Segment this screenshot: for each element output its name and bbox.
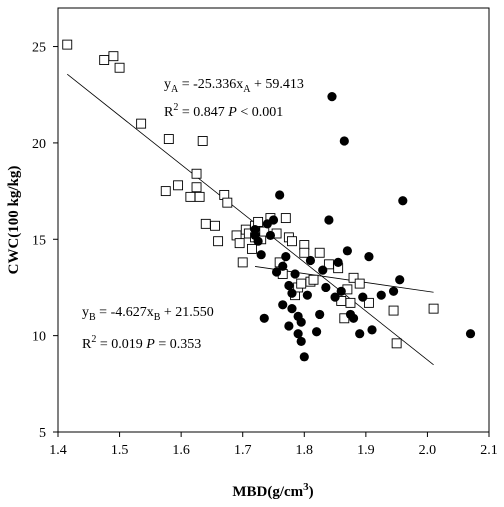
point-circle	[324, 215, 334, 225]
point-circle	[299, 352, 309, 362]
point-circle	[367, 325, 377, 335]
point-square	[197, 136, 208, 146]
point-square	[287, 236, 297, 247]
x-tick-label: 1.7	[234, 443, 252, 458]
y-tick-label: 20	[32, 137, 46, 152]
point-circle	[290, 269, 300, 279]
point-square	[200, 218, 211, 229]
point-square	[388, 305, 399, 316]
point-circle	[287, 304, 297, 314]
axis-ticks: 1.4 1.5 1.6 1.7 1.8 1.9 2.0 2.1 5 10 15 20 25	[32, 41, 498, 458]
point-square	[391, 338, 402, 349]
r-squared-a: R2 = 0.847 P < 0.001	[164, 102, 283, 120]
equation-b: yB = -4.627xB + 21.550	[82, 305, 214, 323]
point-circle	[318, 265, 328, 275]
point-circle	[312, 327, 322, 337]
point-circle	[281, 252, 291, 262]
point-square	[173, 180, 184, 191]
point-square	[62, 39, 73, 50]
point-circle	[315, 309, 325, 320]
x-axis-title: MBD(g/cm3)	[232, 481, 313, 500]
point-square	[185, 191, 196, 202]
point-circle	[293, 329, 303, 339]
point-square	[160, 186, 171, 197]
point-circle	[278, 300, 288, 310]
point-circle	[339, 136, 349, 146]
point-circle	[348, 313, 359, 323]
fit-line-a	[66, 73, 434, 366]
point-circle	[465, 329, 476, 339]
point-circle	[253, 236, 263, 246]
point-circle	[321, 282, 331, 293]
point-circle	[271, 267, 282, 277]
point-square	[308, 274, 319, 285]
point-square	[246, 243, 257, 254]
y-tick-label: 15	[32, 233, 46, 248]
y-axis-title: CWC(100 kg/kg)	[6, 166, 22, 275]
point-circle	[256, 250, 266, 260]
point-square	[237, 257, 248, 268]
x-tick-label: 1.6	[172, 443, 190, 458]
point-circle	[287, 288, 297, 298]
point-circle	[259, 313, 269, 323]
point-circle	[278, 261, 288, 271]
point-square	[354, 278, 365, 289]
point-square	[299, 247, 310, 258]
point-circle	[342, 246, 352, 256]
point-square	[222, 197, 233, 208]
point-circle	[388, 286, 399, 296]
y-tick-label: 5	[39, 426, 46, 441]
point-circle	[364, 252, 374, 262]
point-circle	[358, 292, 368, 302]
point-square	[345, 297, 356, 308]
point-square	[191, 168, 202, 179]
point-circle	[355, 329, 365, 339]
point-square	[114, 62, 125, 73]
point-square	[108, 51, 119, 62]
point-square	[296, 278, 307, 289]
point-circle	[275, 190, 285, 200]
point-circle	[336, 286, 346, 296]
point-square	[99, 55, 110, 65]
point-square	[234, 238, 245, 249]
point-square	[194, 191, 205, 202]
point-square	[163, 134, 174, 145]
x-tick-label: 1.4	[49, 443, 67, 458]
r-squared-b: R2 = 0.019 P = 0.353	[82, 334, 201, 352]
point-square	[136, 118, 147, 129]
point-square	[191, 182, 202, 193]
y-tick-label: 10	[32, 330, 46, 345]
equation-a: yA = -25.336xA + 59.413	[164, 77, 304, 95]
point-square	[363, 297, 374, 308]
point-circle	[296, 336, 306, 347]
point-circle	[395, 275, 405, 285]
point-square	[314, 247, 325, 258]
point-circle	[333, 257, 343, 267]
x-tick-label: 1.8	[296, 443, 314, 458]
point-square	[280, 213, 291, 224]
point-circle	[398, 196, 408, 206]
point-square	[428, 303, 439, 314]
point-circle	[284, 321, 294, 331]
point-circle	[268, 215, 279, 225]
point-circle	[296, 317, 306, 327]
data-points	[62, 39, 476, 362]
x-tick-label: 1.5	[111, 443, 129, 458]
point-square	[213, 236, 224, 247]
point-square	[348, 272, 359, 283]
point-square	[210, 220, 220, 231]
point-circle	[305, 255, 316, 266]
plot-frame	[57, 7, 490, 433]
x-tick-label: 2.0	[419, 443, 437, 458]
point-circle	[265, 230, 276, 241]
point-circle	[330, 292, 340, 302]
x-tick-label: 1.9	[357, 443, 375, 458]
point-circle	[327, 92, 337, 102]
point-circle	[284, 280, 294, 291]
x-tick-label: 2.1	[480, 443, 498, 458]
y-tick-label: 25	[32, 41, 46, 56]
point-circle	[376, 290, 386, 300]
point-circle	[302, 290, 312, 300]
